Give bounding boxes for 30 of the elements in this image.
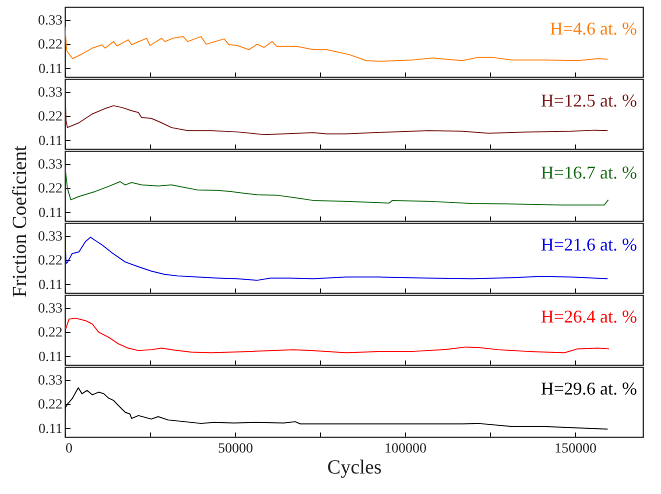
series-label: H=12.5 at. % <box>540 90 637 110</box>
y-tick-label: 0.22 <box>38 110 62 125</box>
y-axis-title: Friction Coeficient <box>9 145 31 298</box>
series-label: H=4.6 at. % <box>550 18 637 38</box>
y-tick-label: 0.22 <box>38 326 62 341</box>
y-tick-label: 0.33 <box>38 230 62 245</box>
series-label: H=16.7 at. % <box>540 162 637 182</box>
y-tick-label: 0.11 <box>38 278 62 293</box>
y-tick-label: 0.33 <box>38 86 62 101</box>
y-tick-label: 0.33 <box>38 14 62 29</box>
series-label: H=21.6 at. % <box>540 234 637 254</box>
series-label: H=29.6 at. % <box>540 378 637 398</box>
y-tick-label: 0.11 <box>38 422 62 437</box>
x-tick-label: 100000 <box>384 442 426 456</box>
y-tick-label: 0.33 <box>38 158 62 173</box>
y-tick-label: 0.11 <box>38 350 62 365</box>
x-tick-label: 150000 <box>554 442 596 456</box>
y-tick-label: 0.22 <box>38 38 62 53</box>
x-axis-title: Cycles <box>327 456 382 478</box>
series-label: H=26.4 at. % <box>540 306 637 326</box>
y-tick-label: 0.11 <box>38 134 62 149</box>
y-tick-label: 0.11 <box>38 206 62 221</box>
y-tick-label: 0.33 <box>38 374 62 389</box>
y-tick-label: 0.22 <box>38 254 62 269</box>
y-tick-label: 0.22 <box>38 398 62 413</box>
y-tick-label: 0.22 <box>38 182 62 197</box>
y-tick-label: 0.11 <box>38 62 62 77</box>
y-tick-label: 0.33 <box>38 302 62 317</box>
x-tick-label: 50000 <box>218 442 253 456</box>
x-tick-label: 0 <box>66 442 72 456</box>
